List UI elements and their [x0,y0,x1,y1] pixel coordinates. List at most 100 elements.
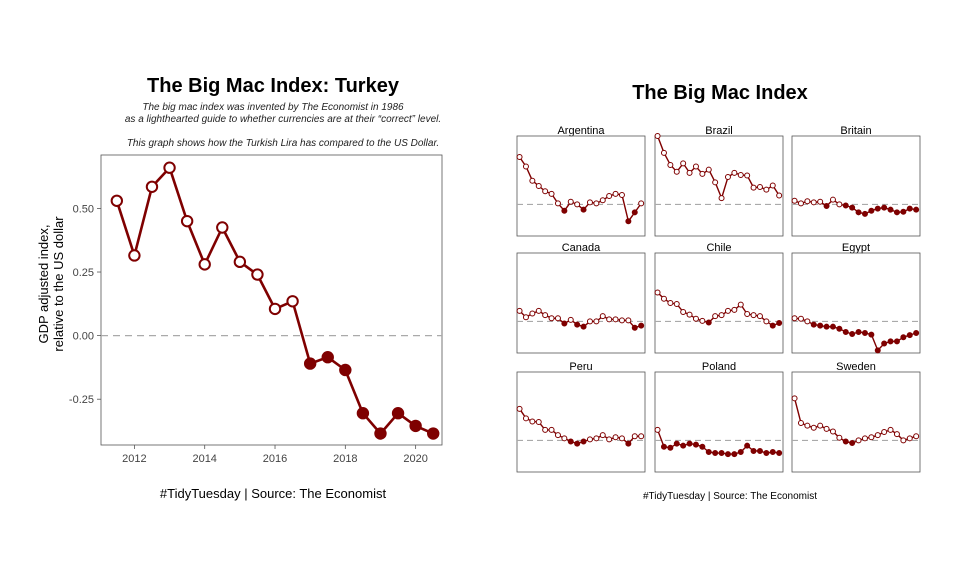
facet-point [660,149,667,156]
facet-point [593,435,600,442]
facet-argentina: Argentina [516,125,646,237]
facet-point [699,170,706,177]
facet-point [586,436,593,443]
facet-point [606,436,613,443]
facet-label: Argentina [557,125,605,137]
facet-point [567,198,574,205]
facet-point [737,171,744,178]
facet-point [823,425,830,432]
facet-point [542,312,549,319]
facet-point [561,320,568,327]
facet-point [750,312,757,319]
facet-point [618,191,625,198]
turkey-ylabel-line-1: GDP adjusted index, [36,225,51,344]
turkey-point [427,427,440,440]
turkey-point [198,258,211,271]
x-tick-label: 2018 [333,453,357,465]
facet-point [567,438,574,445]
facet-point [817,422,824,429]
facet-label: Sweden [836,361,876,373]
facet-point [660,443,667,450]
facet-label: Peru [569,361,592,373]
facet-point [842,202,849,209]
facet-point [893,431,900,438]
facet-point [712,313,719,320]
facet-point [913,433,920,440]
facet-point [913,330,920,336]
facet-point [631,433,638,440]
facet-egypt: Egypt [791,242,921,354]
facet-point [686,440,693,447]
facet-point [680,160,687,167]
facet-point [667,161,674,168]
facet-point [673,440,680,447]
facet-point [763,318,770,325]
facet-point [893,338,900,345]
facet-frame [654,371,784,473]
facet-label: Egypt [842,242,870,254]
facet-point [881,204,888,211]
facet-point [535,419,542,425]
turkey-point [233,255,247,269]
facet-point [654,426,661,433]
facet-point [744,442,751,449]
facet-point [618,317,625,324]
turkey-point [356,407,370,420]
facet-point [829,196,836,203]
facet-point [631,324,638,331]
facet-point [874,347,881,354]
facet-point [791,395,798,402]
facet-point [529,310,536,317]
facet-point [567,316,574,323]
facet-point [817,322,824,329]
facet-point [712,450,719,457]
facet-point [881,340,888,347]
facet-point [680,308,687,315]
facet-point [817,198,824,205]
facet-label: Chile [706,242,731,254]
facet-frame [516,252,646,354]
facet-point [574,201,581,208]
facet-point [763,186,770,193]
facet-point [554,315,561,322]
facet-point [580,323,587,330]
facet-point [797,315,804,322]
facet-point [574,321,581,328]
facet-point [522,415,529,422]
facet-point [542,426,549,433]
facet-point [529,177,536,184]
facet-point [561,435,568,442]
facet-point [599,432,606,439]
facet-point [797,200,804,207]
facet-point [913,206,920,213]
facet-point [667,300,674,306]
facet-point [756,184,763,191]
facet-point [874,205,881,212]
facet-point [763,450,770,457]
facet-point [829,323,836,330]
facet-point [836,325,843,332]
facet-point [776,450,783,457]
facet-point [756,447,763,454]
facet-frame [654,252,784,354]
facet-peru: Peru [516,361,646,473]
facet-point [599,313,606,320]
facet-label: Britain [840,125,871,137]
turkey-point [216,221,229,234]
facet-frame [791,135,921,237]
facet-point [842,438,849,445]
turkey-subtitle-line-4: This graph shows how the Turkish Lira ha… [127,138,439,149]
facet-point [660,295,667,302]
turkey-point [110,194,124,207]
facet-point [542,188,549,195]
turkey-point [391,407,405,420]
turkey-point [303,357,317,370]
facet-brazil: Brazil [654,125,784,237]
facet-point [868,207,875,214]
facet-point [810,321,817,328]
facet-point [574,440,581,447]
x-tick-label: 2014 [192,453,216,465]
facet-point [849,204,856,211]
facet-label: Brazil [705,125,733,137]
facet-point [638,322,645,329]
